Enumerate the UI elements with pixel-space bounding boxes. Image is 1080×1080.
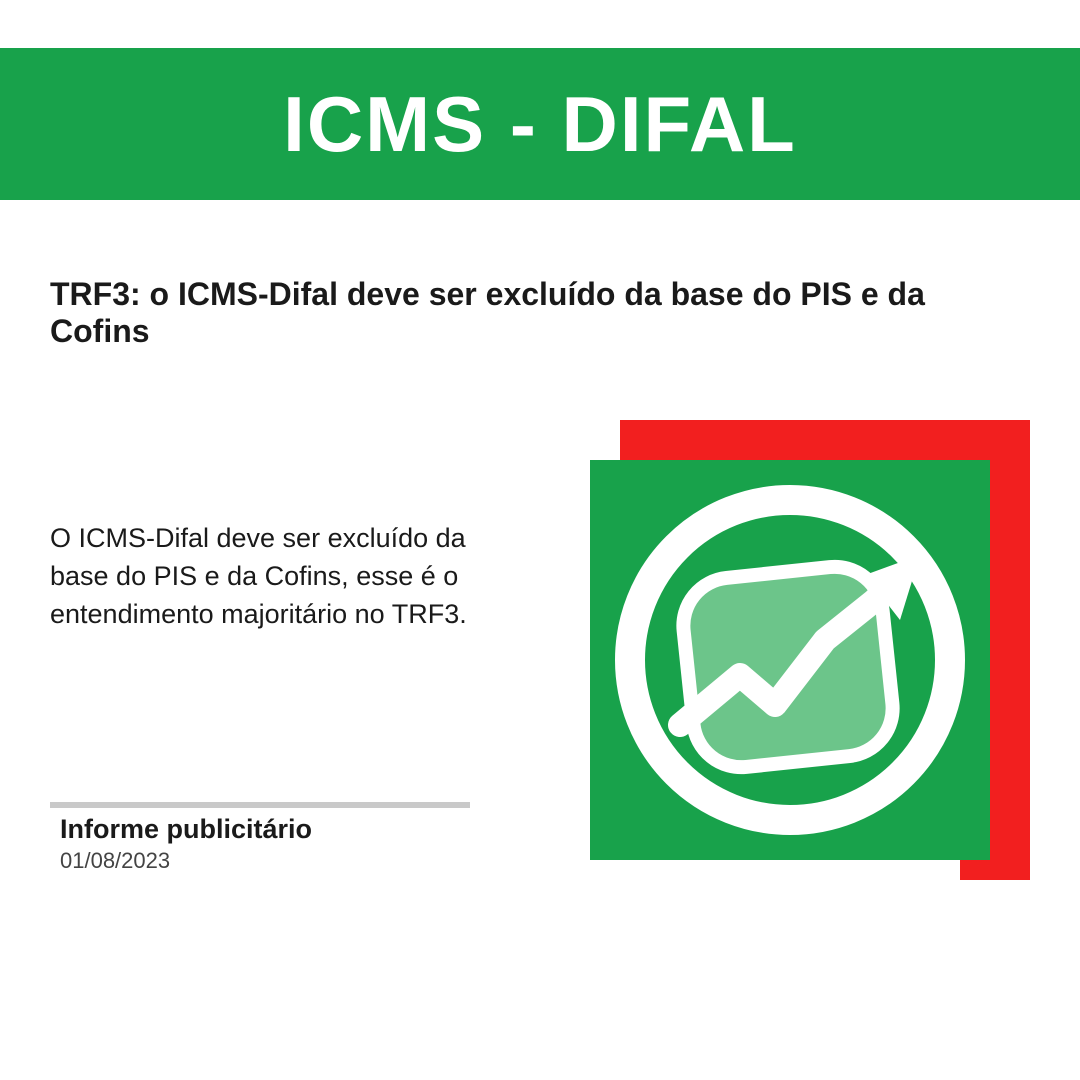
icon-tile: [590, 460, 990, 860]
body-text: O ICMS-Difal deve ser excluído da base d…: [50, 520, 520, 633]
header-band: ICMS - DIFAL: [0, 48, 1080, 200]
footer-date: 01/08/2023: [60, 848, 170, 874]
growth-chart-icon: [610, 480, 970, 840]
graphic: [560, 420, 1040, 900]
divider: [50, 802, 470, 808]
subtitle: TRF3: o ICMS-Difal deve ser excluído da …: [50, 276, 1030, 350]
page-title: ICMS - DIFAL: [283, 79, 797, 170]
footer-label: Informe publicitário: [60, 814, 312, 845]
